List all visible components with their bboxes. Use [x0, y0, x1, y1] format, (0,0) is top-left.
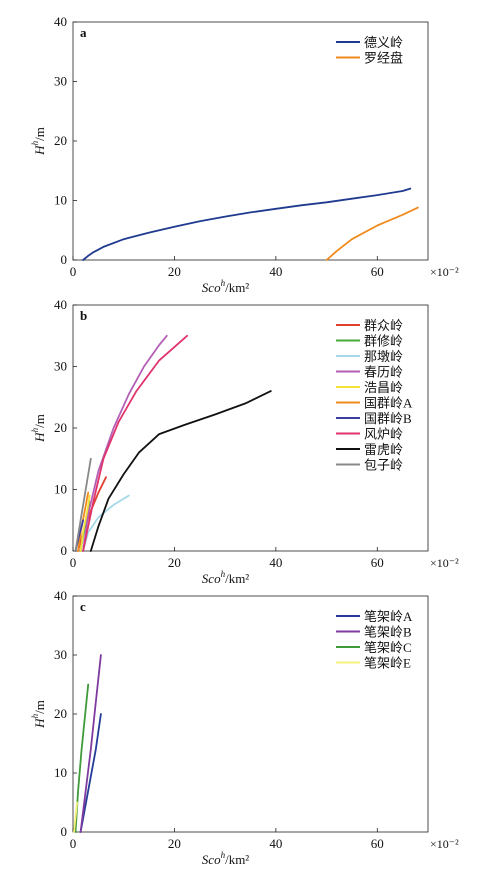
panel-label: b: [80, 308, 87, 323]
series-line: [325, 206, 419, 261]
legend-entry: 笔架岭B: [364, 625, 412, 640]
y-tick-label: 40: [54, 588, 67, 603]
legend-entry: 包子岭: [364, 458, 403, 473]
y-tick-label: 40: [54, 297, 67, 312]
series-line: [74, 683, 90, 833]
legend-entry: 浩昌岭: [364, 380, 403, 395]
y-tick-label: 10: [54, 193, 67, 208]
x-axis-label: Scoh/km²: [202, 569, 250, 586]
x-tick-label: 60: [371, 555, 384, 570]
x-tick-label: 20: [168, 836, 181, 851]
series-line: [73, 801, 78, 833]
y-tick-label: 30: [54, 647, 67, 662]
legend-entry: 国群岭A: [364, 396, 413, 411]
series-line: [89, 390, 272, 552]
x-tick-label: 60: [371, 836, 384, 851]
x-multiplier-label: ×10⁻²: [430, 556, 459, 570]
x-multiplier-label: ×10⁻²: [430, 837, 459, 851]
y-tick-label: 20: [54, 420, 67, 435]
legend-entry: 群众岭: [364, 318, 403, 333]
series-line: [82, 187, 412, 261]
y-axis-label: Hh/m: [30, 127, 47, 156]
legend-entry: 春历岭: [364, 365, 403, 380]
x-tick-label: 20: [168, 264, 181, 279]
legend-entry: 那墩岭: [364, 349, 403, 364]
x-tick-label: 0: [70, 555, 77, 570]
series-line: [79, 494, 91, 552]
legend-entry: 国群岭B: [364, 411, 412, 426]
y-tick-label: 30: [54, 74, 67, 89]
series-line: [79, 654, 102, 833]
y-tick-label: 10: [54, 765, 67, 780]
legend-entry: 群修岭: [364, 334, 403, 349]
x-tick-label: 0: [70, 264, 77, 279]
y-tick-label: 20: [54, 706, 67, 721]
panel-b: 0 10 20 30 40 0 20 40 60 ×10⁻² b Scoh/km² Hh/m 群众岭群修岭…: [30, 297, 459, 586]
y-tick-label: 0: [61, 543, 68, 558]
y-tick-label: 0: [61, 824, 68, 839]
x-tick-label: 0: [70, 836, 77, 851]
legend-entry: 风炉岭: [364, 427, 403, 442]
legend-entry: 雷虎岭: [364, 442, 403, 457]
y-tick-label: 30: [54, 359, 67, 374]
series-line: [82, 334, 168, 552]
series-line: [79, 713, 102, 833]
y-tick-label: 0: [61, 252, 68, 267]
legend-entry: 罗经盘: [364, 51, 403, 66]
legend-entry: 德义岭: [364, 35, 403, 50]
legend-entry: 笔架岭E: [364, 656, 411, 671]
legend-entry: 笔架岭A: [364, 609, 413, 624]
x-tick-label: 40: [269, 836, 282, 851]
y-axis-label: Hh/m: [30, 700, 47, 729]
x-tick-label: 40: [269, 555, 282, 570]
x-multiplier-label: ×10⁻²: [430, 265, 459, 279]
y-axis-label: Hh/m: [30, 414, 47, 443]
y-tick-label: 40: [54, 14, 67, 29]
series-line: [82, 334, 188, 552]
series-line: [74, 457, 92, 552]
x-axis-label: Scoh/km²: [202, 278, 250, 295]
x-tick-label: 20: [168, 555, 181, 570]
x-tick-label: 60: [371, 264, 384, 279]
panel-label: a: [80, 25, 87, 40]
y-tick-label: 20: [54, 133, 67, 148]
x-axis-label: Scoh/km²: [202, 850, 250, 867]
y-tick-label: 10: [54, 482, 67, 497]
panel-label: c: [80, 599, 86, 614]
x-tick-label: 40: [269, 264, 282, 279]
legend-entry: 笔架岭C: [364, 640, 412, 655]
